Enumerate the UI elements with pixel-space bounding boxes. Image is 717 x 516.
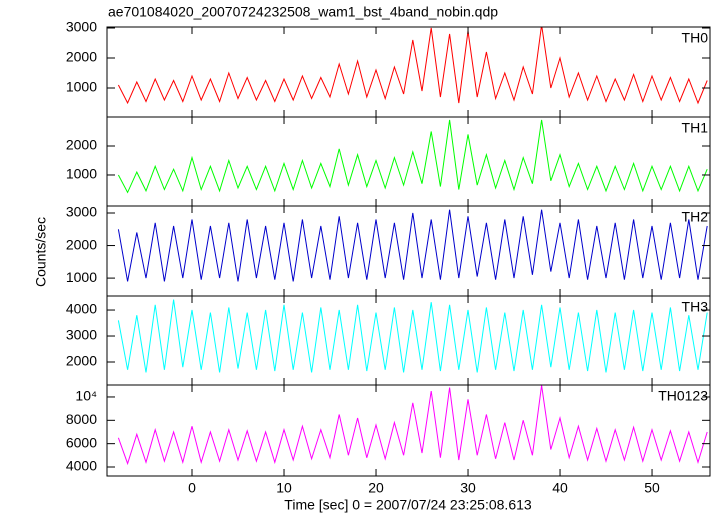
y-tick-label: 10⁴ (75, 388, 97, 404)
x-tick-label: 10 (276, 480, 292, 496)
y-tick-label: 1000 (66, 166, 97, 182)
y-tick-label: 1000 (66, 269, 97, 285)
chart-title: ae701084020_20070724232508_wam1_bst_4ban… (108, 4, 498, 20)
series-line (117, 385, 708, 466)
y-tick-label: 2000 (66, 49, 97, 65)
x-axis-label: Time [sec] 0 = 2007/07/24 23:25:08.613 (284, 497, 532, 513)
series-line (117, 209, 708, 282)
series-line (117, 299, 708, 373)
x-tick-label: 20 (368, 480, 384, 496)
panel-label: TH1 (682, 120, 709, 136)
y-tick-label: 4000 (66, 458, 97, 474)
y-tick-label: 8000 (66, 411, 97, 427)
y-tick-label: 3000 (66, 327, 97, 343)
panel-label: TH0123 (658, 388, 708, 404)
panel-label: TH0 (682, 30, 709, 46)
y-tick-label: 1000 (66, 79, 97, 95)
panel-frame (106, 384, 711, 477)
y-tick-label: 2000 (66, 236, 97, 252)
x-tick-label: 50 (644, 480, 660, 496)
panel-label: TH2 (682, 209, 709, 225)
y-tick-label: 2000 (66, 137, 97, 153)
y-tick-label: 4000 (66, 301, 97, 317)
series-line (117, 27, 708, 105)
x-tick-label: 30 (460, 480, 476, 496)
x-tick-label: 0 (188, 480, 196, 496)
y-axis-label: Counts/sec (33, 217, 49, 287)
series-line (117, 119, 708, 194)
y-tick-label: 2000 (66, 353, 97, 369)
panel-label: TH3 (682, 299, 709, 315)
y-tick-label: 6000 (66, 434, 97, 450)
y-tick-label: 3000 (66, 19, 97, 35)
x-tick-label: 40 (552, 480, 568, 496)
y-tick-label: 3000 (66, 204, 97, 220)
